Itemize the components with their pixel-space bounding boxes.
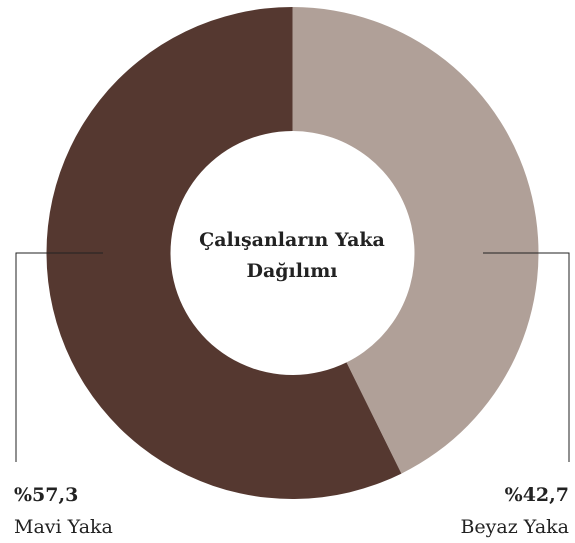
value-label: %42,7 (505, 484, 569, 506)
leader-line (483, 252, 570, 462)
value-label: %57,3 (14, 484, 78, 506)
chart-title: Çalışanların Yaka Dağılımı (199, 229, 385, 282)
category-label: Mavi Yaka (14, 516, 113, 538)
slice (46, 7, 402, 499)
slice (292, 7, 539, 474)
slices (46, 7, 539, 499)
leader-line (15, 252, 103, 462)
category-label: Beyaz Yaka (460, 516, 569, 538)
